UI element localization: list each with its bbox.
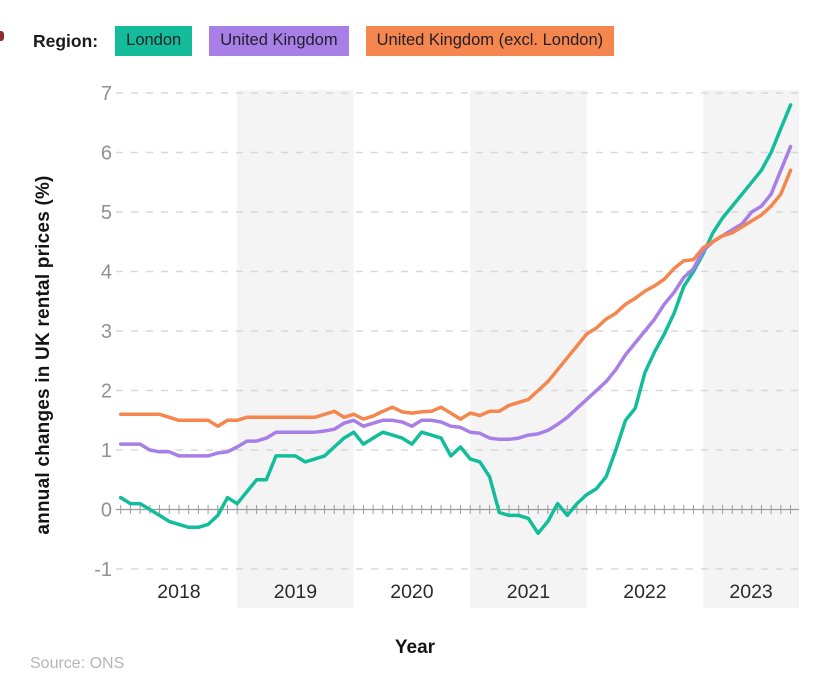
- legend-chip-group: London United Kingdom United Kingdom (excl…: [115, 26, 615, 56]
- legend-title: Region:: [33, 30, 99, 51]
- svg-text:-1: -1: [94, 559, 112, 581]
- svg-text:6: 6: [101, 143, 112, 165]
- svg-text:2022: 2022: [623, 581, 666, 603]
- legend-chip-united-kingdom[interactable]: United Kingdom: [209, 26, 349, 56]
- line-united-kingdom: [118, 144, 793, 458]
- svg-text:0: 0: [101, 500, 112, 522]
- svg-text:2018: 2018: [157, 581, 200, 603]
- svg-text:3: 3: [101, 321, 112, 343]
- legend: Region: London United Kingdom United Kingd…: [33, 26, 615, 56]
- svg-text:2020: 2020: [390, 581, 434, 603]
- svg-text:7: 7: [101, 83, 112, 105]
- svg-text:5: 5: [101, 202, 112, 224]
- x-axis-title: Year: [394, 637, 436, 658]
- svg-text:2021: 2021: [507, 581, 550, 603]
- y-axis-labels: 7 6 5 4 3 2 1 0 -1: [94, 83, 112, 581]
- gridlines: [116, 92, 799, 570]
- source-note: Source: ONS: [30, 655, 125, 672]
- svg-text:2023: 2023: [729, 581, 772, 603]
- screen-edge-artifact: [0, 31, 4, 41]
- line-united-kingdom-excl-london: [118, 168, 793, 428]
- legend-chip-united-kingdom-excl-london[interactable]: United Kingdom (excl. London): [365, 26, 615, 56]
- line-london: [118, 103, 793, 536]
- legend-chip-london[interactable]: London: [115, 26, 193, 56]
- svg-text:2: 2: [101, 381, 112, 403]
- year-bands: [237, 90, 799, 608]
- x-axis: [116, 505, 799, 514]
- rental-prices-line-chart: 7 6 5 4 3 2 1 0 -1 2018 2019 2020 2021 2022 2023: [94, 83, 799, 608]
- svg-text:4: 4: [101, 262, 112, 284]
- series-lines: [118, 103, 793, 536]
- svg-text:2019: 2019: [274, 581, 317, 603]
- svg-text:1: 1: [101, 440, 112, 462]
- x-axis-labels: 2018 2019 2020 2021 2022 2023: [157, 581, 773, 603]
